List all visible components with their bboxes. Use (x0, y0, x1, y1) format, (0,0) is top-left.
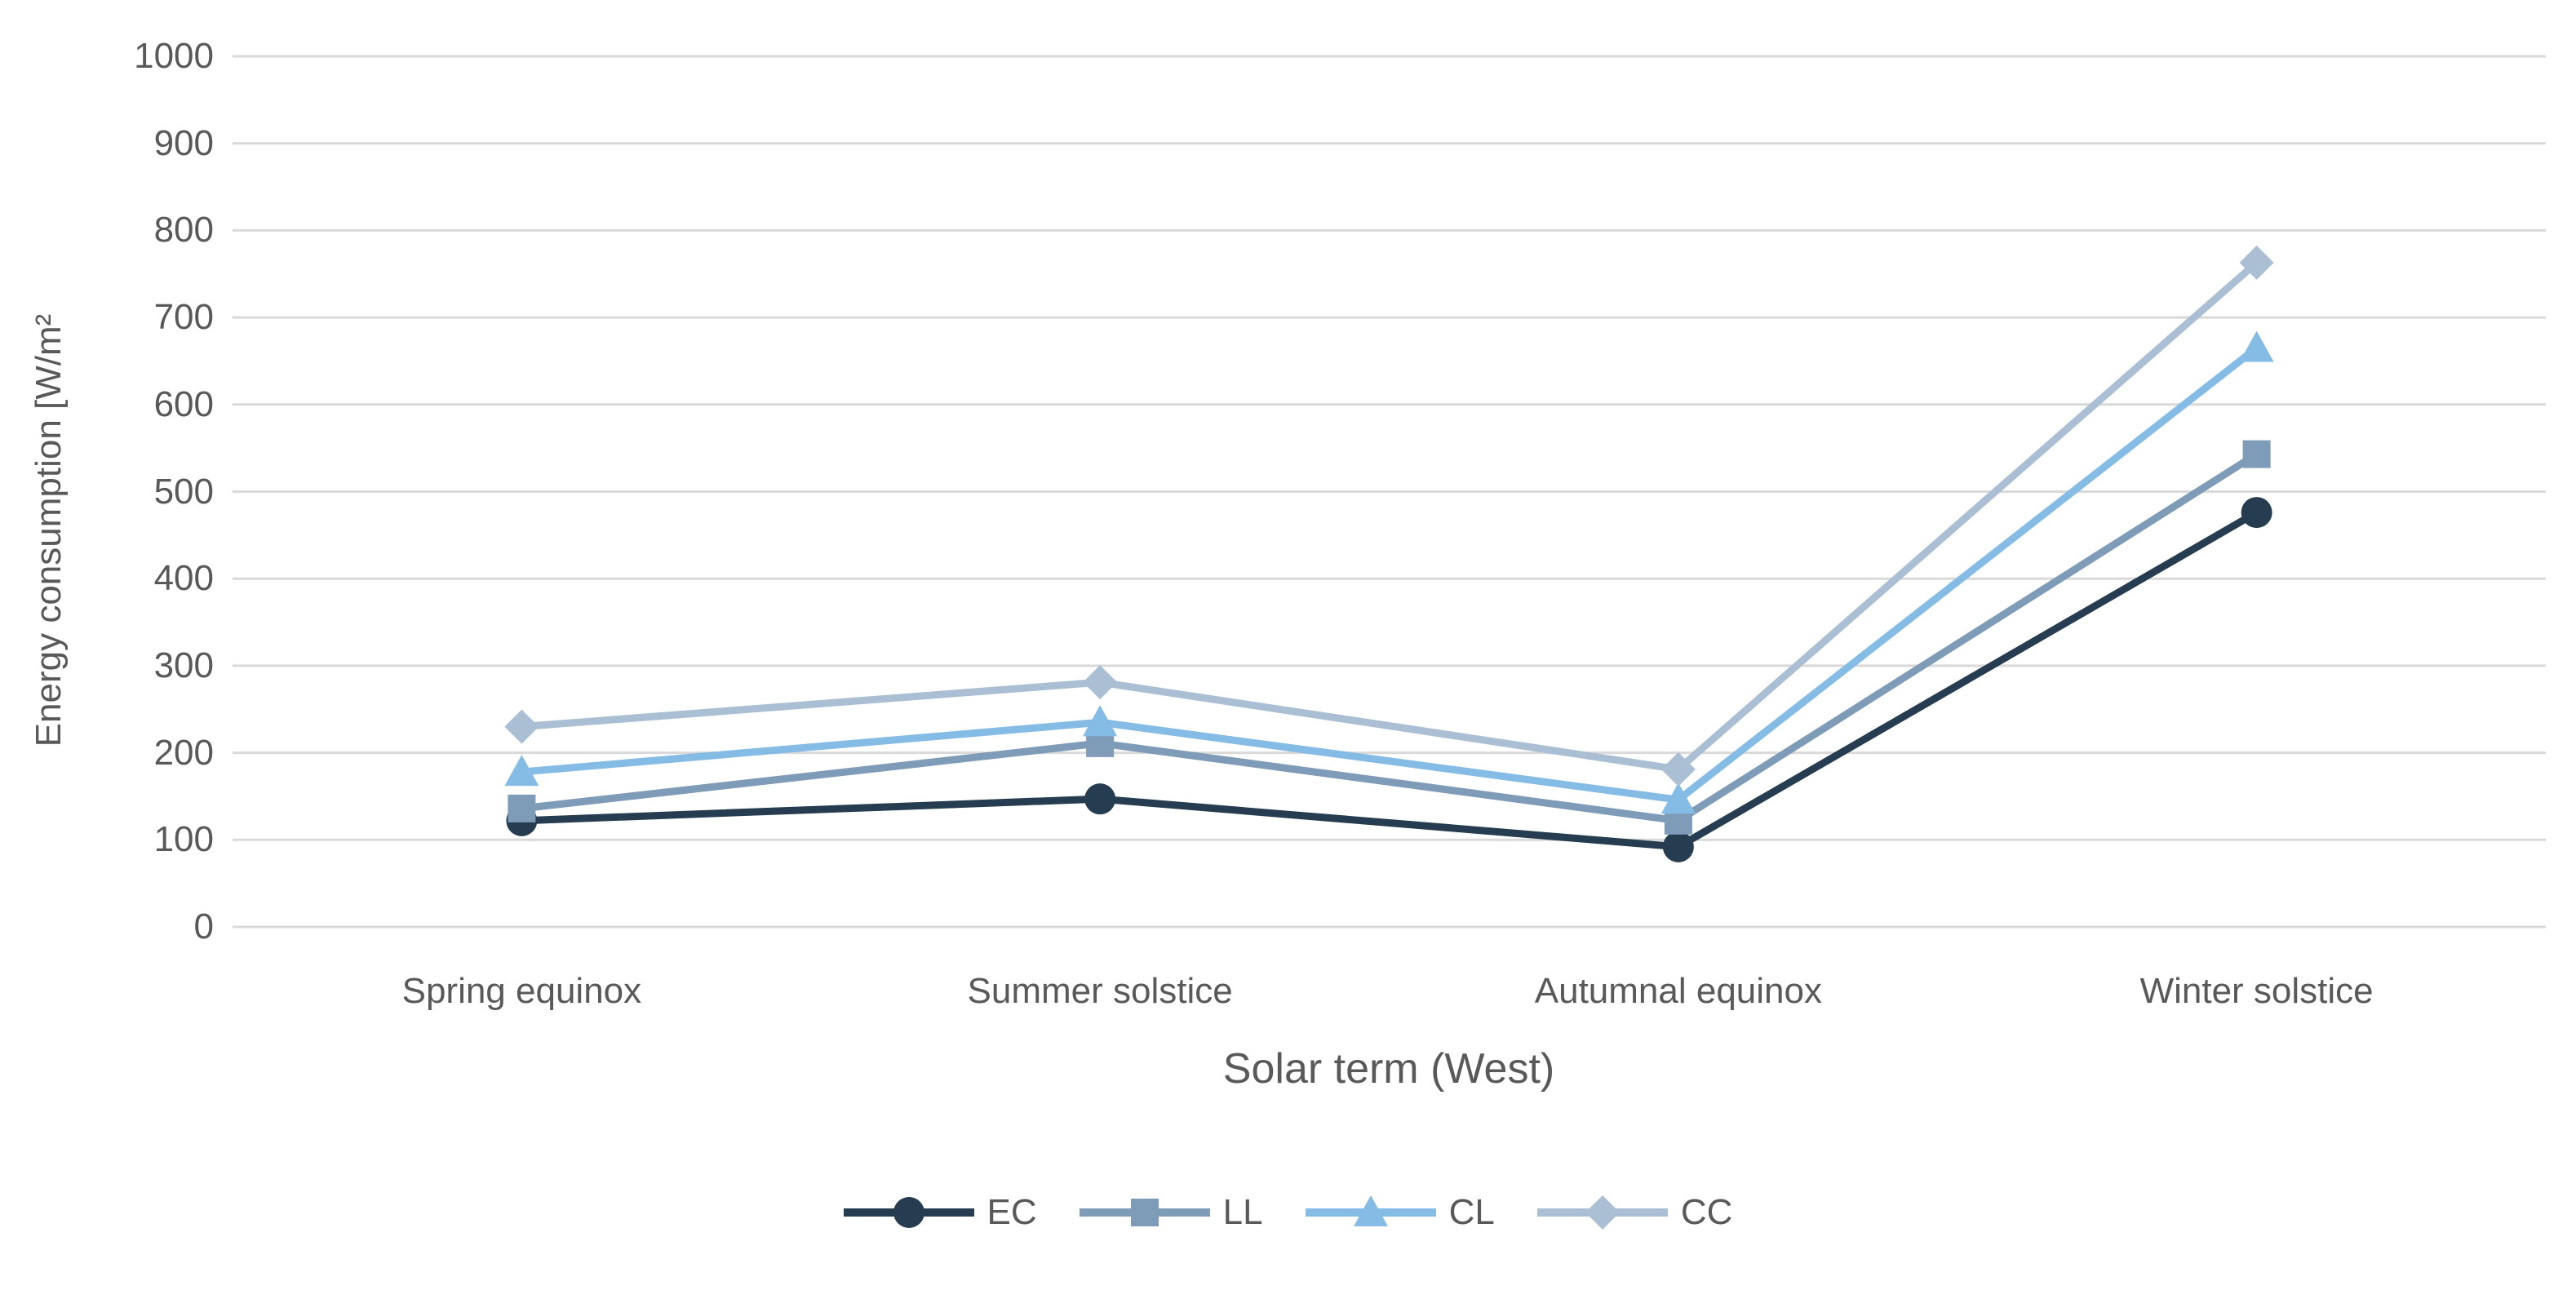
legend-label-EC: EC (987, 1192, 1037, 1232)
y-tick-label-700: 700 (153, 297, 214, 338)
CL-triangle-marker (504, 755, 539, 787)
legend-item-CC: CC (1536, 1191, 1733, 1234)
legend-label-CL: CL (1448, 1192, 1495, 1232)
legend-item-LL: LL (1079, 1191, 1263, 1234)
series-line-LL (521, 450, 2259, 825)
y-tick-label-200: 200 (153, 732, 214, 773)
CC-diamond-marker (1083, 665, 1118, 700)
series-line-CL (521, 344, 2259, 804)
CC-diamond-marker (1660, 751, 1696, 787)
legend-EC-circle-marker (893, 1197, 924, 1228)
legend-swatch-LL (1079, 1199, 1210, 1226)
legend-label-LL: LL (1222, 1192, 1263, 1232)
legend-item-CL: CL (1305, 1191, 1495, 1234)
y-tick-label-400: 400 (153, 558, 214, 599)
y-tick-label-600: 600 (153, 383, 214, 424)
EC-circle-marker (1084, 783, 1116, 815)
legend-swatch-CC (1536, 1195, 1668, 1230)
y-tick-label-900: 900 (153, 122, 214, 163)
legend-swatch-EC (843, 1197, 974, 1228)
CL-triangle-marker (1660, 782, 1696, 814)
legend-LL-square-marker (1130, 1199, 1159, 1226)
CC-diamond-marker (504, 709, 539, 744)
legend-item-EC: EC (843, 1191, 1037, 1234)
series-line-CC (521, 259, 2259, 774)
x-category-label: Summer solstice (967, 971, 1233, 1011)
EC-circle-marker (2241, 497, 2272, 529)
CC-diamond-marker (2239, 245, 2274, 280)
legend-label-CC: CC (1680, 1192, 1733, 1232)
y-tick-label-300: 300 (153, 645, 214, 685)
x-category-label: Winter solstice (2139, 971, 2374, 1011)
LL-square-marker (508, 794, 536, 822)
CL-triangle-marker (1083, 705, 1118, 737)
legend: EC LL CL CC (0, 1191, 2576, 1234)
legend-CC-diamond-marker (1585, 1195, 1620, 1230)
y-tick-label-0: 0 (193, 907, 214, 946)
LL-square-marker (2242, 440, 2271, 468)
CL-triangle-marker (2239, 330, 2274, 362)
x-category-label: Spring equinox (401, 971, 642, 1011)
y-tick-label-800: 800 (153, 210, 214, 250)
legend-CL-triangle-marker (1353, 1195, 1388, 1226)
x-category-label: Autumnal equinox (1534, 971, 1822, 1011)
x-axis-title: Solar term (West) (1222, 1045, 1555, 1093)
y-tick-label-500: 500 (153, 471, 214, 512)
series-line-EC (521, 509, 2259, 851)
EC-circle-marker (1662, 831, 1694, 862)
y-tick-label-1000: 1000 (134, 36, 214, 76)
legend-swatch-CL (1305, 1195, 1436, 1226)
y-tick-label-100: 100 (153, 819, 214, 860)
